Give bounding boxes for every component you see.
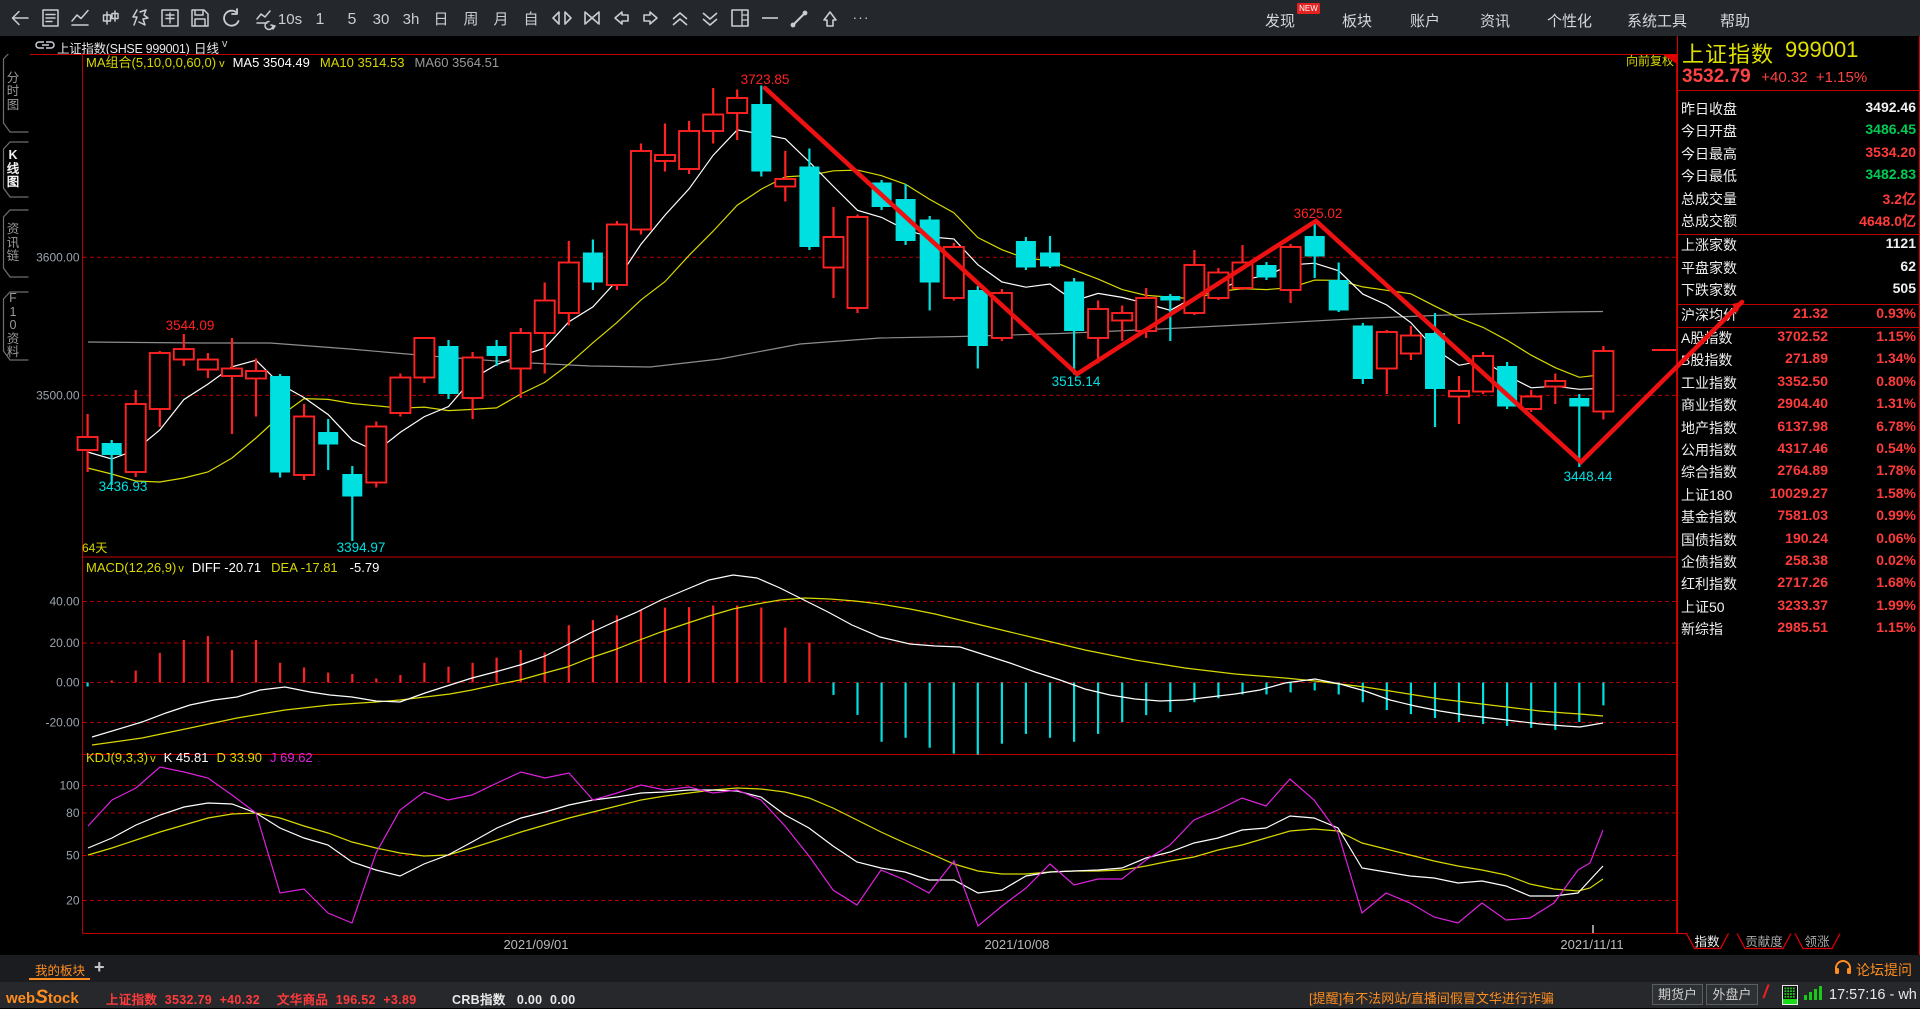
svg-text:月: 月 <box>493 11 508 28</box>
svg-text:80: 80 <box>66 806 80 820</box>
svg-text:0.00: 0.00 <box>56 676 80 690</box>
svg-text:KDJ(9,3,3)vK 45.81D 33.90J 69.: KDJ(9,3,3) v K 45.81 D 33.90 J 69.62 <box>86 750 313 765</box>
svg-text:0: 0 <box>10 318 17 332</box>
svg-text:链: 链 <box>7 248 20 263</box>
svg-text:自: 自 <box>523 11 538 28</box>
svg-text:周: 周 <box>463 11 478 28</box>
svg-text:3500.00: 3500.00 <box>36 389 80 403</box>
svg-text:100: 100 <box>59 779 79 793</box>
svg-text:领涨: 领涨 <box>1804 934 1830 949</box>
svg-text:3394.97: 3394.97 <box>337 540 386 555</box>
svg-text:日: 日 <box>433 11 448 28</box>
svg-text:讯: 讯 <box>7 236 20 250</box>
svg-text:2021/09/01: 2021/09/01 <box>503 937 568 952</box>
svg-text:40.00: 40.00 <box>49 595 79 609</box>
svg-text:3h: 3h <box>403 11 420 28</box>
svg-text:50: 50 <box>66 849 80 863</box>
svg-text:资: 资 <box>7 222 20 236</box>
svg-text:贡献度: 贡献度 <box>1745 934 1783 949</box>
svg-text:20.00: 20.00 <box>49 636 79 650</box>
svg-text:资: 资 <box>7 332 20 346</box>
svg-text:线: 线 <box>7 161 20 176</box>
svg-text:料: 料 <box>7 345 20 359</box>
svg-text:5: 5 <box>348 11 357 28</box>
svg-text:1: 1 <box>10 305 17 319</box>
svg-text:2021/11/11: 2021/11/11 <box>1560 937 1623 952</box>
svg-text:10s: 10s <box>278 11 302 28</box>
svg-text:3544.09: 3544.09 <box>166 318 215 333</box>
svg-text:1: 1 <box>316 11 325 28</box>
svg-text:3515.14: 3515.14 <box>1052 374 1101 389</box>
svg-text:3600.00: 3600.00 <box>36 251 80 265</box>
svg-text:3436.93: 3436.93 <box>99 479 148 494</box>
svg-text:64天: 64天 <box>82 541 107 555</box>
svg-text:图: 图 <box>7 175 20 189</box>
svg-text:3625.02: 3625.02 <box>1294 206 1343 221</box>
svg-text:图: 图 <box>7 98 20 112</box>
svg-text:30: 30 <box>373 11 390 28</box>
svg-text:K: K <box>8 148 17 162</box>
svg-text:时: 时 <box>7 84 20 98</box>
svg-text:F: F <box>9 291 17 305</box>
svg-text:20: 20 <box>66 894 80 908</box>
svg-text:2021/10/08: 2021/10/08 <box>984 937 1049 952</box>
svg-text:-20.00: -20.00 <box>45 716 79 730</box>
svg-text:向前复权: 向前复权 <box>1626 54 1674 68</box>
svg-text:3723.85: 3723.85 <box>741 72 790 87</box>
svg-text:分: 分 <box>7 71 20 85</box>
svg-text:3448.44: 3448.44 <box>1564 469 1613 484</box>
svg-text:···: ··· <box>853 9 870 25</box>
svg-text:指数: 指数 <box>1694 934 1720 949</box>
